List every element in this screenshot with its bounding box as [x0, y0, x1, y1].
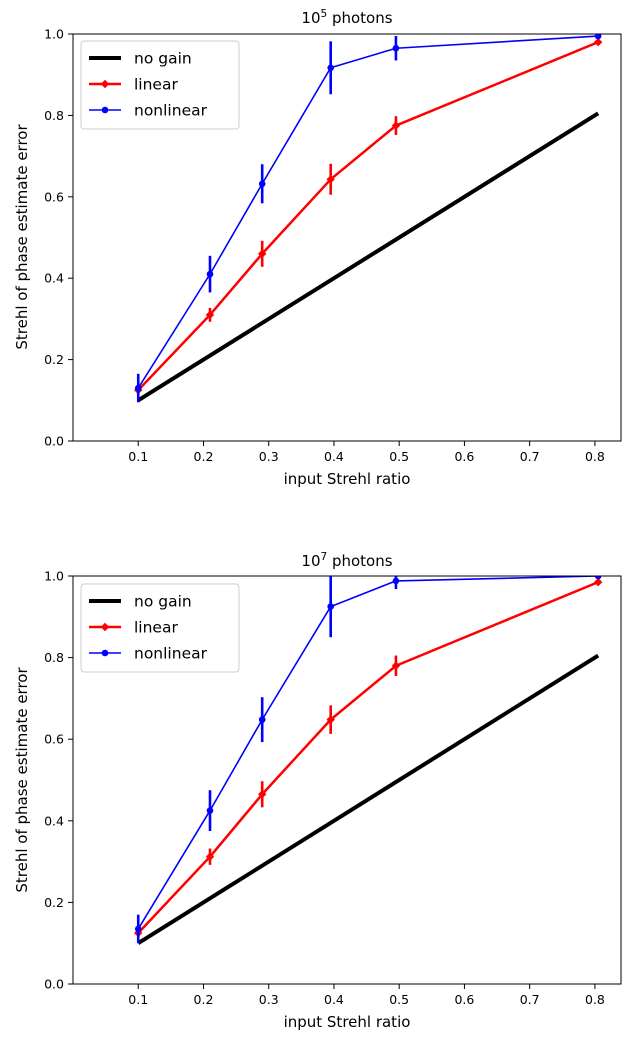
legend-label-no-gain: no gain — [134, 593, 192, 611]
legend-marker-nonlinear — [101, 649, 109, 657]
x-tick-label: 0.4 — [324, 449, 344, 464]
data-point-linear — [257, 249, 267, 258]
data-point-linear — [391, 661, 401, 670]
legend-label-linear: linear — [134, 619, 178, 637]
x-tick-label: 0.6 — [454, 992, 474, 1007]
y-tick-label: 0.8 — [44, 650, 64, 665]
x-tick-label: 0.8 — [585, 992, 605, 1007]
y-tick-label: 1.0 — [44, 27, 64, 42]
x-tick-label: 0.3 — [259, 992, 279, 1007]
legend: no gain linear nonlinear — [80, 40, 240, 130]
series-line-linear — [137, 40, 599, 391]
data-point-nonlinear — [392, 577, 400, 585]
x-axis: 0.1 0.2 0.3 0.4 0.5 0.6 0.7 0.8 — [128, 984, 605, 1007]
data-point-linear — [593, 577, 603, 587]
data-point-nonlinear — [327, 64, 334, 72]
legend-box — [80, 40, 240, 130]
data-point-linear — [257, 790, 267, 799]
chart-title: 105 photons — [301, 8, 392, 27]
x-tick-label: 0.7 — [520, 449, 540, 464]
data-point-linear — [205, 852, 215, 861]
data-point-nonlinear — [134, 384, 142, 392]
x-tick-label: 0.3 — [259, 449, 279, 464]
y-tick-label: 0.4 — [44, 813, 64, 828]
y-axis: 0.0 0.2 0.4 0.6 0.8 1.0 — [44, 27, 73, 449]
y-tick-label: 0.4 — [44, 271, 64, 286]
y-tick-label: 0.0 — [44, 434, 64, 449]
x-tick-label: 0.5 — [389, 449, 409, 464]
y-axis: 0.0 0.2 0.4 0.6 0.8 1.0 — [44, 569, 73, 992]
y-tick-label: 0.0 — [44, 977, 64, 992]
y-axis-label: Strehl of phase estimate error — [13, 667, 31, 893]
data-point-linear — [593, 37, 603, 47]
series-line-nonlinear — [137, 35, 599, 389]
data-point-nonlinear — [327, 603, 334, 610]
x-tick-label: 0.2 — [194, 449, 214, 464]
plot-area — [134, 576, 603, 945]
y-tick-label: 1.0 — [44, 569, 64, 584]
chart-panel-bottom: 107 photons 0.1 0.2 0.3 0.4 0.5 0.6 0.7 0.8 0.0… — [13, 551, 622, 1031]
data-point-nonlinear — [258, 180, 266, 188]
data-point-linear — [205, 310, 215, 320]
data-point-nonlinear — [206, 807, 214, 814]
data-point-linear — [326, 715, 335, 724]
data-point-nonlinear — [594, 34, 602, 40]
y-tick-label: 0.2 — [44, 352, 64, 367]
legend-label-nonlinear: nonlinear — [134, 645, 208, 663]
y-tick-label: 0.6 — [44, 189, 64, 204]
axes-frame — [72, 33, 622, 442]
y-tick-label: 0.2 — [44, 895, 64, 910]
data-point-nonlinear — [258, 716, 266, 723]
data-point-linear — [391, 121, 401, 130]
x-tick-label: 0.1 — [128, 992, 148, 1007]
x-tick-label: 0.2 — [194, 992, 214, 1007]
data-point-linear — [326, 175, 335, 184]
series-line-nonlinear — [137, 576, 599, 930]
series-line-no-gain — [137, 111, 600, 402]
y-tick-label: 0.6 — [44, 732, 64, 747]
axes-frame — [72, 575, 622, 985]
x-axis-label: input Strehl ratio — [284, 470, 411, 488]
x-tick-label: 0.5 — [389, 992, 409, 1007]
legend-marker-nonlinear — [101, 106, 109, 114]
y-axis-label: Strehl of phase estimate error — [13, 124, 31, 350]
data-point-nonlinear — [206, 270, 214, 278]
legend-label-no-gain: no gain — [134, 50, 192, 68]
series-line-no-gain — [137, 653, 600, 945]
plot-area — [134, 34, 603, 403]
chart-title: 107 photons — [301, 551, 392, 570]
series-line-linear — [137, 580, 599, 934]
y-tick-label: 0.8 — [44, 108, 64, 123]
legend-marker-linear — [100, 79, 110, 89]
x-tick-label: 0.4 — [324, 992, 344, 1007]
x-tick-label: 0.6 — [454, 449, 474, 464]
x-axis: 0.1 0.2 0.3 0.4 0.5 0.6 0.7 0.8 — [128, 441, 605, 464]
data-point-nonlinear — [392, 44, 400, 52]
x-tick-label: 0.8 — [585, 449, 605, 464]
x-tick-label: 0.1 — [128, 449, 148, 464]
legend: no gain linear nonlinear — [80, 583, 240, 673]
x-axis-label: input Strehl ratio — [284, 1013, 411, 1031]
legend-marker-linear — [100, 622, 110, 632]
data-point-nonlinear — [594, 576, 602, 580]
legend-box — [80, 583, 240, 673]
legend-label-linear: linear — [134, 76, 178, 94]
x-tick-label: 0.7 — [520, 992, 540, 1007]
legend-label-nonlinear: nonlinear — [134, 102, 208, 120]
data-point-nonlinear — [134, 925, 142, 933]
chart-panel-top: 105 photons 0.1 0.2 0.3 0.4 0.5 0.6 0.7 0.8 0.0… — [13, 8, 622, 488]
